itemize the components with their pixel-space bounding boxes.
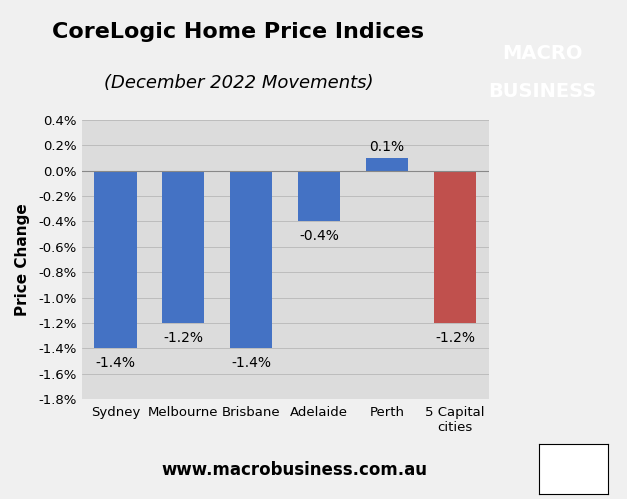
Text: -1.4%: -1.4% <box>95 356 135 370</box>
Bar <box>95 171 137 348</box>
Text: -1.2%: -1.2% <box>435 331 475 345</box>
Text: BUSINESS: BUSINESS <box>488 81 596 101</box>
Text: -1.2%: -1.2% <box>164 331 203 345</box>
Text: (December 2022 Movements): (December 2022 Movements) <box>103 74 373 92</box>
Text: MACRO: MACRO <box>502 43 582 63</box>
Text: www.macrobusiness.com.au: www.macrobusiness.com.au <box>162 461 428 479</box>
Bar <box>434 171 476 323</box>
Bar <box>162 171 204 323</box>
Text: -1.4%: -1.4% <box>231 356 271 370</box>
Bar <box>230 171 272 348</box>
Text: CoreLogic Home Price Indices: CoreLogic Home Price Indices <box>52 21 424 41</box>
Text: 0.1%: 0.1% <box>369 140 405 154</box>
Bar <box>366 158 408 171</box>
Y-axis label: Price Change: Price Change <box>15 203 30 316</box>
Text: -0.4%: -0.4% <box>299 229 339 243</box>
Bar <box>298 171 340 222</box>
